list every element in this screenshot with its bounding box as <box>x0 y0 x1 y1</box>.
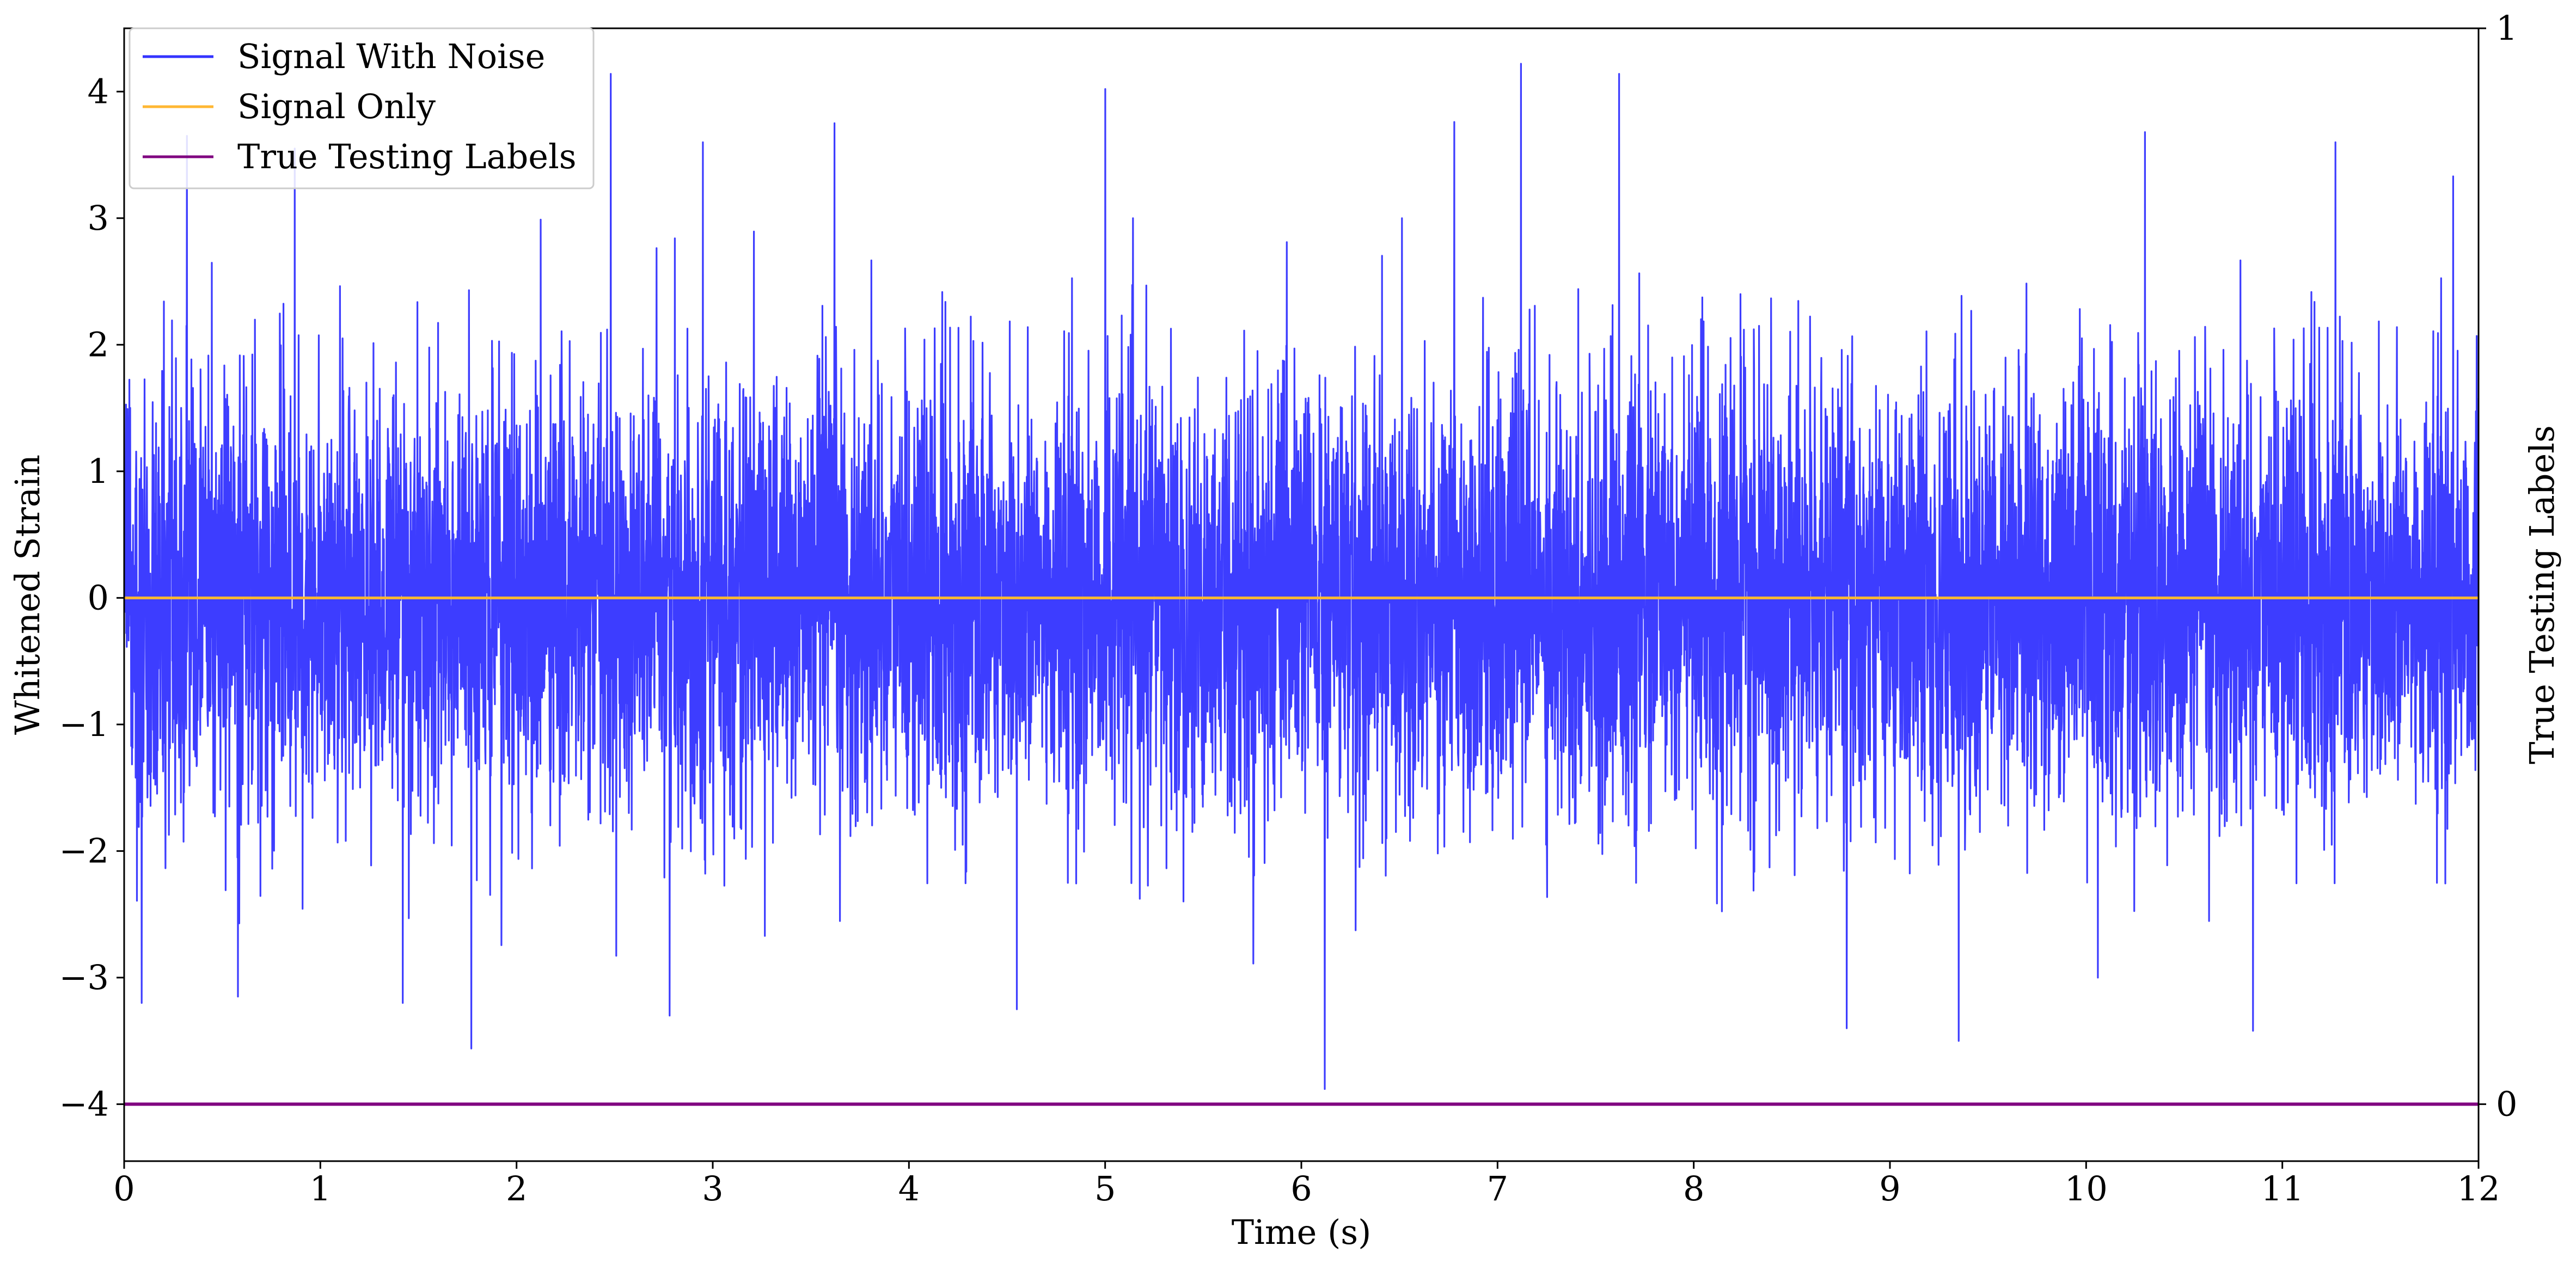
y2-axis-title: True Testing Labels <box>2522 425 2562 764</box>
y-tick-label: 3 <box>88 198 109 238</box>
y-axis-left: 4 3 2 1 0 −1 −2 −3 −4 <box>59 71 124 1124</box>
x-tick-label: 8 <box>1683 1169 1704 1208</box>
x-tick-label: 4 <box>898 1169 920 1208</box>
x-axis: 0 1 2 3 4 5 6 7 8 9 10 11 12 <box>113 1161 2500 1208</box>
x-tick-label: 1 <box>310 1169 331 1208</box>
x-tick-label: 6 <box>1290 1169 1312 1208</box>
legend-label-signal-only: Signal Only <box>237 87 436 126</box>
x-tick-label: 11 <box>2261 1169 2304 1208</box>
x-tick-label: 0 <box>113 1169 134 1208</box>
legend-label-true-testing-labels: True Testing Labels <box>237 137 577 176</box>
x-tick-label: 7 <box>1487 1169 1508 1208</box>
y2-tick-label: 0 <box>2496 1084 2517 1124</box>
x-tick-label: 2 <box>506 1169 527 1208</box>
series-signal-with-noise-line <box>124 63 2479 1090</box>
series-signal-with-noise <box>124 63 2479 1090</box>
y-tick-label: −4 <box>59 1084 109 1124</box>
plot-area <box>124 63 2479 1106</box>
y-tick-label: −2 <box>59 831 109 870</box>
y-tick-label: −1 <box>59 704 109 744</box>
x-axis-title: Time (s) <box>1232 1212 1372 1252</box>
y-axis-right: 10 <box>2479 8 2517 1124</box>
y-tick-label: 1 <box>88 451 109 491</box>
x-tick-label: 3 <box>702 1169 723 1208</box>
y-tick-label: −3 <box>59 958 109 997</box>
x-tick-label: 12 <box>2457 1169 2500 1208</box>
legend-label-signal-with-noise: Signal With Noise <box>237 36 545 76</box>
y-tick-label: 2 <box>88 324 109 364</box>
legend-box <box>129 27 595 189</box>
y-tick-label: 4 <box>88 71 109 111</box>
y2-tick-label: 1 <box>2496 8 2517 48</box>
x-tick-label: 5 <box>1094 1169 1116 1208</box>
x-tick-label: 9 <box>1879 1169 1900 1208</box>
y-axis-title: Whitened Strain <box>8 455 47 735</box>
x-tick-label: 10 <box>2065 1169 2108 1208</box>
legend: Signal With Noise Signal Only True Testi… <box>129 27 595 189</box>
y-tick-label: 0 <box>88 578 109 617</box>
